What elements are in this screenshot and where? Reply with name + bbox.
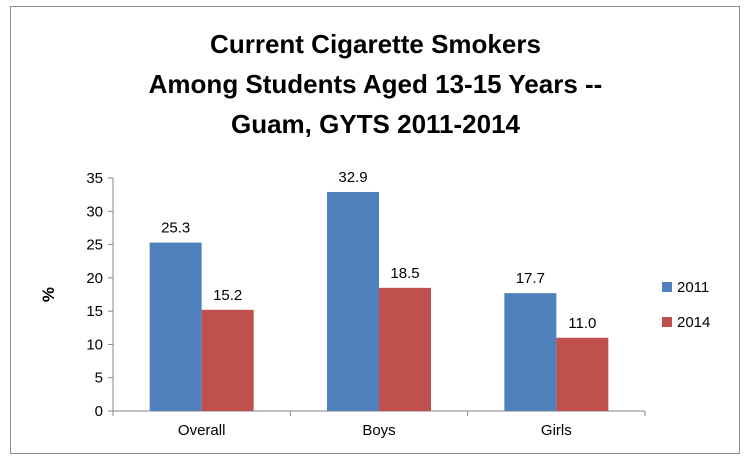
- data-label-2011-boys: 32.9: [338, 169, 367, 186]
- category-label-overall: Overall: [178, 422, 226, 439]
- y-tick-label: 30: [86, 203, 103, 220]
- y-tick-label: 15: [86, 303, 103, 320]
- bar-2014-girls: [556, 337, 609, 411]
- y-tick-label: 35: [86, 170, 103, 187]
- data-label-2014-overall: 15.2: [213, 287, 242, 304]
- bar-2011-boys: [327, 191, 379, 411]
- y-tick-label: 10: [86, 336, 103, 353]
- legend-label-2014: 2014: [677, 314, 710, 331]
- bars: [149, 191, 609, 411]
- bar-2011-girls: [504, 293, 557, 411]
- data-label-2011-girls: 17.7: [516, 270, 545, 287]
- y-tick-label: 5: [95, 370, 103, 387]
- chart-title-line-2: Among Students Aged 13-15 Years --: [148, 69, 603, 99]
- y-tick-label: 25: [86, 237, 103, 254]
- y-tick-label: 20: [86, 270, 103, 287]
- chart-title-line-3: Guam, GYTS 2011-2014: [230, 109, 521, 139]
- category-label-boys: Boys: [362, 422, 395, 439]
- legend-swatch-2011: [662, 282, 672, 292]
- bar-2014-overall: [201, 309, 254, 411]
- data-label-2014-girls: 11.0: [568, 315, 596, 332]
- axes: 0 5 10 15 20 25 30 35% Overall Boys Girls: [39, 170, 646, 439]
- chart-title-line-1: Current Cigarette Smokers: [210, 29, 541, 59]
- y-axis-title: %: [39, 287, 58, 302]
- bar-2011-overall: [149, 242, 202, 411]
- data-label-2011-overall: 25.3: [161, 220, 190, 237]
- category-label-girls: Girls: [541, 422, 572, 439]
- data-labels: 25.3 15.2 32.9 18.5 17.7 11.0: [161, 169, 596, 332]
- legend-swatch-2014: [662, 317, 672, 327]
- legend: 2011 2014: [662, 279, 710, 331]
- bar-2014-boys: [379, 287, 431, 411]
- legend-label-2011: 2011: [677, 279, 709, 296]
- data-label-2014-boys: 18.5: [390, 265, 419, 282]
- y-tick-label: 0: [95, 403, 103, 420]
